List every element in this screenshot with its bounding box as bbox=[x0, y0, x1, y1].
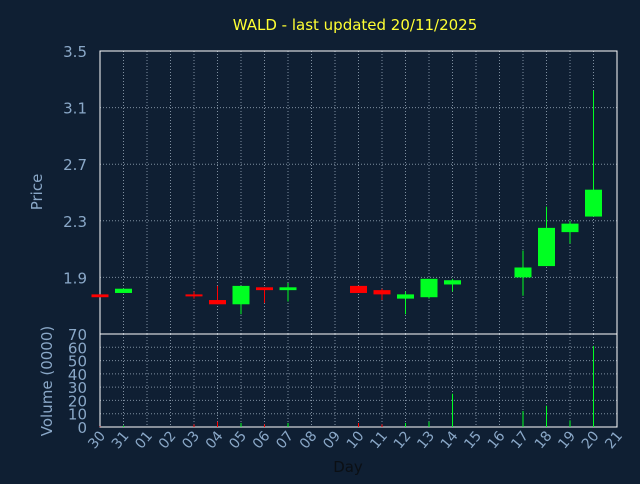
price-axis-label: Price bbox=[28, 174, 46, 211]
candle-body bbox=[585, 189, 602, 217]
candle-body bbox=[185, 294, 203, 297]
x-tick-label: 15 bbox=[461, 428, 485, 452]
x-tick-label: 10 bbox=[344, 428, 368, 452]
price-tick-label: 2.7 bbox=[63, 156, 87, 174]
day-axis-label: Day bbox=[333, 458, 363, 476]
x-tick-label: 05 bbox=[226, 428, 250, 452]
price-tick-label: 3.5 bbox=[63, 43, 87, 61]
chart-title: WALD - last updated 20/11/2025 bbox=[233, 16, 478, 34]
x-tick-label: 16 bbox=[485, 428, 509, 452]
candle-body bbox=[232, 285, 250, 305]
x-tick-label: 19 bbox=[555, 428, 579, 452]
volume-panel-frame bbox=[99, 333, 618, 428]
volume-tick-label: 0 bbox=[77, 419, 87, 437]
x-tick-label: 07 bbox=[273, 428, 297, 452]
volume-tick-label: 70 bbox=[68, 326, 87, 344]
candle-body bbox=[209, 300, 226, 305]
x-tick-label: 13 bbox=[414, 428, 438, 452]
volume-axis-label: Volume (0000) bbox=[38, 326, 56, 436]
price-panel: 3.5 3.1 2.7 2.3 1.9 bbox=[63, 43, 618, 335]
candle-body bbox=[420, 278, 438, 298]
candle-body bbox=[256, 287, 273, 291]
x-tick-label: 17 bbox=[508, 428, 532, 452]
price-tick-label: 1.9 bbox=[63, 269, 87, 287]
candle-body bbox=[538, 227, 555, 267]
candle-body bbox=[561, 223, 579, 233]
x-tick-label: 14 bbox=[438, 428, 462, 452]
x-tick-label: 01 bbox=[132, 428, 156, 452]
candle-body bbox=[373, 290, 391, 295]
volume-tick-label: 60 bbox=[68, 339, 87, 357]
candle-body bbox=[91, 294, 109, 298]
x-tick-label: 20 bbox=[579, 428, 603, 452]
x-tick-label: 09 bbox=[320, 428, 344, 452]
candle-body bbox=[350, 285, 367, 293]
volume-tick-label: 30 bbox=[68, 379, 87, 397]
price-tick-label: 3.1 bbox=[63, 100, 87, 118]
volume-tick-label: 20 bbox=[68, 392, 87, 410]
volume-tick-label: 50 bbox=[68, 353, 87, 371]
x-tick-labels: 30 31 01 02 03 04 05 06 07 08 09 10 11 12 13 14 15 16 17 18… bbox=[85, 428, 626, 452]
x-tick-label: 31 bbox=[109, 428, 133, 452]
x-tick-label: 12 bbox=[391, 428, 415, 452]
x-tick-label: 21 bbox=[602, 428, 626, 452]
x-tick-label: 11 bbox=[367, 428, 391, 452]
price-tick-label: 2.3 bbox=[63, 213, 87, 231]
x-tick-label: 30 bbox=[85, 428, 109, 452]
candle-body bbox=[279, 287, 297, 291]
volume-tick-label: 40 bbox=[68, 366, 87, 384]
x-tick-label: 08 bbox=[297, 428, 321, 452]
volume-tick-label: 10 bbox=[68, 406, 87, 424]
candle-body bbox=[115, 288, 132, 293]
candle-body bbox=[514, 267, 532, 278]
x-tick-label: 03 bbox=[179, 428, 203, 452]
x-tick-label: 06 bbox=[250, 428, 274, 452]
candle-body bbox=[397, 294, 414, 299]
candle-body bbox=[444, 280, 461, 285]
x-tick-label: 02 bbox=[156, 428, 180, 452]
x-tick-label: 04 bbox=[203, 428, 227, 452]
x-tick-label: 18 bbox=[532, 428, 556, 452]
